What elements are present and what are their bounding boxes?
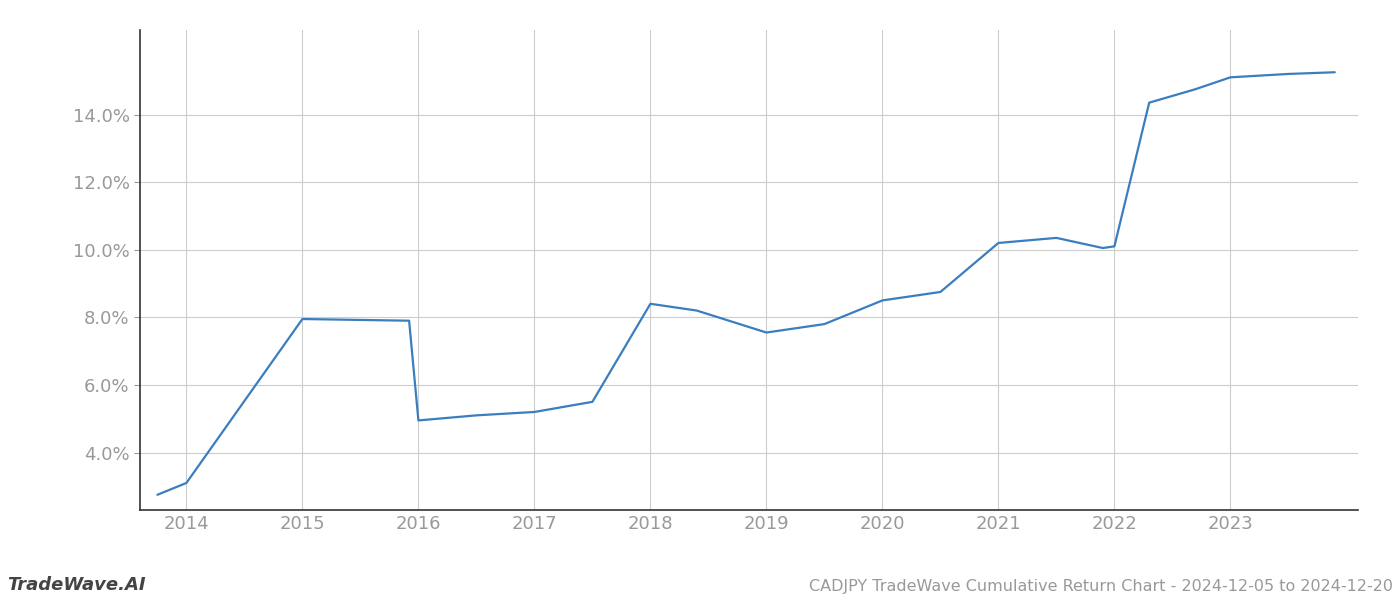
Text: CADJPY TradeWave Cumulative Return Chart - 2024-12-05 to 2024-12-20: CADJPY TradeWave Cumulative Return Chart…: [809, 579, 1393, 594]
Text: TradeWave.AI: TradeWave.AI: [7, 576, 146, 594]
